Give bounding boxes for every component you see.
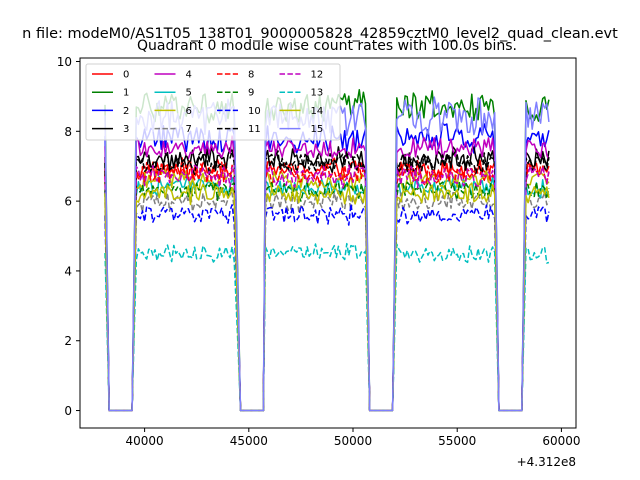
series-line-5: [104, 175, 550, 412]
series-line-10: [104, 203, 550, 412]
y-tick-label: 6: [64, 195, 72, 209]
x-tick-label: 50000: [334, 434, 372, 448]
legend-label-10: 10: [248, 106, 261, 117]
series-line-6: [104, 169, 550, 412]
legend-label-3: 3: [123, 124, 129, 135]
legend-label-11: 11: [248, 124, 261, 135]
y-tick-label: 2: [64, 334, 72, 348]
y-tick-label: 0: [64, 404, 72, 418]
y-tick-label: 4: [64, 264, 72, 278]
series-line-9: [104, 181, 550, 412]
legend-label-15: 15: [311, 124, 324, 135]
series-line-14: [104, 182, 550, 412]
legend-label-8: 8: [248, 70, 254, 81]
plot-frame: [79, 57, 577, 429]
legend-label-9: 9: [248, 88, 254, 99]
series-line-11: [104, 150, 550, 412]
legend-label-5: 5: [186, 88, 192, 99]
y-tick-label: 10: [57, 55, 72, 69]
x-axis: 40000 45000 50000 55000 60000: [126, 428, 581, 448]
suptitle: n file: modeM0/AS1T05_138T01_9000005828_…: [22, 26, 618, 42]
legend-label-0: 0: [123, 70, 129, 81]
series-line-13: [104, 242, 550, 412]
series-line-12: [104, 164, 550, 412]
legend-label-12: 12: [311, 70, 324, 81]
series-line-7: [104, 189, 550, 412]
legend-label-7: 7: [186, 124, 192, 135]
y-tick-label: 8: [64, 125, 72, 139]
legend-label-14: 14: [311, 106, 324, 117]
x-tick-label: 60000: [542, 434, 580, 448]
y-axis: 0 2 4 6 8 10: [57, 55, 80, 418]
legend-label-1: 1: [123, 88, 129, 99]
chart-title: Quadrant 0 module wise count rates with …: [137, 38, 517, 54]
legend-label-2: 2: [123, 106, 129, 117]
legend-label-6: 6: [186, 106, 192, 117]
x-tick-label: 55000: [438, 434, 476, 448]
x-offset-label: +4.312e8: [517, 455, 576, 469]
x-tick-label: 45000: [230, 434, 268, 448]
legend-box: [85, 63, 341, 141]
series-layer: [104, 89, 550, 412]
series-line-4: [104, 135, 550, 412]
legend-label-13: 13: [311, 88, 324, 99]
x-tick-label: 40000: [126, 434, 164, 448]
legend-label-4: 4: [186, 70, 192, 81]
